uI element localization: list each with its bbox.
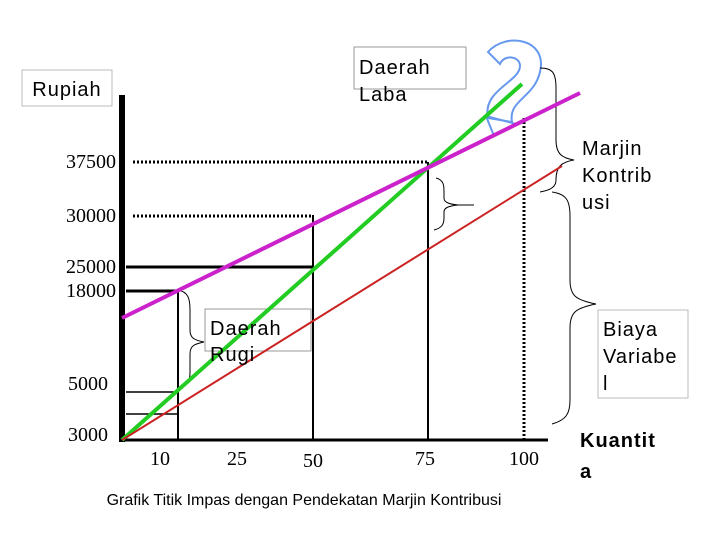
x-axis-label-line2: a — [580, 461, 592, 483]
contribution-margin-line2: Kontrib — [582, 165, 652, 187]
series-revenue-line — [120, 82, 524, 442]
y-tick-37500: 37500 — [66, 151, 116, 173]
contribution-margin-line1: Marjin — [582, 138, 642, 160]
y-tick-3000: 3000 — [68, 424, 108, 446]
y-tick-25000: 25000 — [66, 256, 116, 278]
loss-area-box — [204, 308, 312, 352]
x-tick-10: 10 — [150, 448, 170, 470]
x-tick-100: 100 — [509, 448, 539, 470]
x-tick-labels: 10 25 50 75 100 — [150, 448, 539, 472]
variable-cost-line1: Biaya — [603, 319, 658, 341]
reference-lines — [126, 162, 429, 440]
loss-area-line1: Daerah — [210, 318, 282, 340]
y-tick-18000: 18000 — [66, 280, 116, 302]
profit-area-line1: Daerah — [359, 57, 431, 79]
contribution-margin-label: Marjin Kontrib usi — [582, 138, 659, 214]
y-axis-label-box — [21, 69, 113, 107]
variable-cost-label: Biaya Variabe l — [603, 319, 684, 395]
variable-cost-box — [597, 309, 689, 399]
y-tick-30000: 30000 — [66, 205, 116, 227]
loss-area-label: Daerah Rugi — [210, 318, 288, 366]
x-axis-label: Kuantit a — [580, 430, 662, 483]
profit-area-label: Daerah Laba — [359, 57, 437, 106]
small-brace — [433, 177, 459, 231]
x-tick-50: 50 — [303, 450, 323, 472]
series-variable-cost-line — [121, 165, 563, 441]
chart-caption: Grafik Titik Impas dengan Pendekatan Mar… — [107, 492, 502, 509]
contribution-margin-brace — [539, 67, 575, 193]
x-axis-label-line1: Kuantit — [580, 430, 656, 452]
x-tick-25: 25 — [227, 448, 247, 470]
loss-area-brace — [177, 289, 205, 389]
y-tick-5000: 5000 — [68, 373, 108, 395]
y-axis-label: Rupiah — [32, 79, 101, 101]
variable-cost-line2: Variabe — [603, 346, 677, 368]
variable-cost-brace — [551, 191, 597, 425]
dotted-reference-lines — [133, 118, 526, 440]
series-total-cost-line — [121, 91, 581, 320]
contribution-margin-line3: usi — [582, 192, 611, 214]
loss-area-line2: Rugi — [210, 344, 255, 366]
profit-area-box — [353, 46, 467, 90]
x-tick-75: 75 — [415, 448, 435, 470]
y-tick-labels: 37500 30000 25000 18000 5000 3000 — [66, 151, 116, 446]
variable-cost-line3: l — [603, 373, 608, 395]
profit-area-line2: Laba — [359, 84, 408, 106]
